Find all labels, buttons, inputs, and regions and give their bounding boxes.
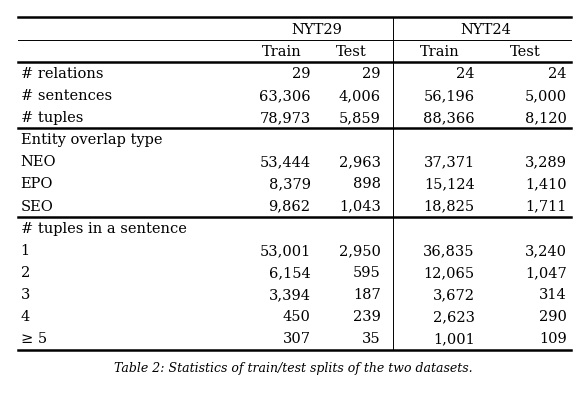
Text: 6,154: 6,154 <box>269 265 311 279</box>
Text: 29: 29 <box>292 67 311 81</box>
Text: 239: 239 <box>353 310 381 324</box>
Text: # tuples: # tuples <box>21 111 83 125</box>
Text: NYT29: NYT29 <box>291 22 342 36</box>
Text: Train: Train <box>420 45 459 58</box>
Text: 12,065: 12,065 <box>424 265 475 279</box>
Text: 1,043: 1,043 <box>339 199 381 213</box>
Text: 24: 24 <box>548 67 567 81</box>
Text: 18,825: 18,825 <box>424 199 475 213</box>
Text: # relations: # relations <box>21 67 103 81</box>
Text: 290: 290 <box>539 310 567 324</box>
Text: 78,973: 78,973 <box>260 111 311 125</box>
Text: SEO: SEO <box>21 199 53 213</box>
Text: 4: 4 <box>21 310 30 324</box>
Text: 35: 35 <box>362 332 381 346</box>
Text: 595: 595 <box>353 265 381 279</box>
Text: 1,711: 1,711 <box>525 199 567 213</box>
Text: 2: 2 <box>21 265 30 279</box>
Text: 1: 1 <box>21 243 30 257</box>
Text: Table 2: Statistics of train/test splits of the two datasets.: Table 2: Statistics of train/test splits… <box>114 362 472 375</box>
Text: EPO: EPO <box>21 177 53 191</box>
Text: Train: Train <box>261 45 301 58</box>
Text: 314: 314 <box>539 288 567 301</box>
Text: 3,240: 3,240 <box>524 243 567 257</box>
Text: 1,001: 1,001 <box>433 332 475 346</box>
Text: 36,835: 36,835 <box>423 243 475 257</box>
Text: ≥ 5: ≥ 5 <box>21 332 47 346</box>
Text: 53,444: 53,444 <box>260 155 311 169</box>
Text: 109: 109 <box>539 332 567 346</box>
Text: Test: Test <box>336 45 367 58</box>
Text: 37,371: 37,371 <box>424 155 475 169</box>
Text: 3,289: 3,289 <box>524 155 567 169</box>
Text: 63,306: 63,306 <box>259 89 311 103</box>
Text: 1,047: 1,047 <box>525 265 567 279</box>
Text: 8,379: 8,379 <box>268 177 311 191</box>
Text: 898: 898 <box>353 177 381 191</box>
Text: NEO: NEO <box>21 155 56 169</box>
Text: 307: 307 <box>282 332 311 346</box>
Text: 9,862: 9,862 <box>268 199 311 213</box>
Text: 3,394: 3,394 <box>268 288 311 301</box>
Text: 56,196: 56,196 <box>424 89 475 103</box>
Text: 29: 29 <box>362 67 381 81</box>
Text: 3,672: 3,672 <box>432 288 475 301</box>
Text: # tuples in a sentence: # tuples in a sentence <box>21 221 186 235</box>
Text: 24: 24 <box>456 67 475 81</box>
Text: 187: 187 <box>353 288 381 301</box>
Text: 5,859: 5,859 <box>339 111 381 125</box>
Text: 88,366: 88,366 <box>423 111 475 125</box>
Text: # sentences: # sentences <box>21 89 112 103</box>
Text: NYT24: NYT24 <box>460 22 511 36</box>
Text: 2,950: 2,950 <box>339 243 381 257</box>
Text: Test: Test <box>510 45 540 58</box>
Text: 1,410: 1,410 <box>525 177 567 191</box>
Text: 53,001: 53,001 <box>260 243 311 257</box>
Text: 450: 450 <box>282 310 311 324</box>
Text: 3: 3 <box>21 288 30 301</box>
Text: 2,623: 2,623 <box>432 310 475 324</box>
Text: Entity overlap type: Entity overlap type <box>21 133 162 147</box>
Text: 2,963: 2,963 <box>339 155 381 169</box>
Text: 8,120: 8,120 <box>525 111 567 125</box>
Text: 15,124: 15,124 <box>424 177 475 191</box>
Text: 4,006: 4,006 <box>339 89 381 103</box>
Text: 5,000: 5,000 <box>524 89 567 103</box>
